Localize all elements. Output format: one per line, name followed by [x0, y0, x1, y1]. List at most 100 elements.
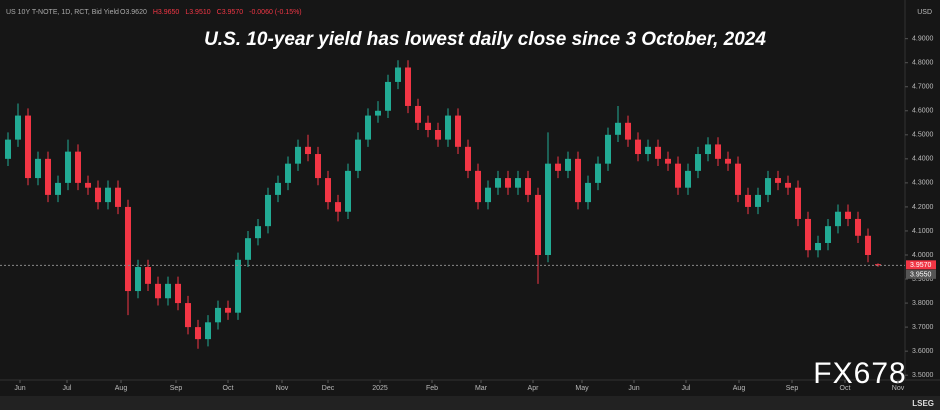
- watermark: FX678: [813, 357, 906, 390]
- legend-item: -0.0060 (-0.15%): [249, 9, 302, 16]
- y-tick-label: 4.8000: [912, 60, 934, 67]
- candle-body: [295, 146, 301, 164]
- x-tick-label: Jul: [63, 385, 72, 392]
- candle-body: [835, 211, 841, 227]
- x-tick-label: Apr: [528, 385, 540, 392]
- candle-body: [235, 259, 241, 313]
- candle-body: [845, 211, 851, 219]
- candle-body: [865, 235, 871, 255]
- instrument-label: US 10Y T-NOTE, 1D, RCT, Bid Yield: [6, 9, 119, 16]
- candle-body: [685, 170, 691, 188]
- candle-body: [645, 146, 651, 155]
- candle-body: [95, 187, 101, 203]
- candle-body: [665, 158, 671, 164]
- candle-body: [705, 144, 711, 155]
- candle-body: [815, 242, 821, 251]
- candle-body: [45, 158, 51, 195]
- candle-body: [75, 151, 81, 183]
- y-tick-label: 3.9000: [912, 276, 934, 283]
- candle-body: [225, 307, 231, 313]
- candle-body: [715, 144, 721, 159]
- candle-body: [335, 202, 341, 212]
- y-tick-label: 4.5000: [912, 132, 934, 139]
- candle-body: [255, 226, 261, 239]
- candle-body: [375, 110, 381, 116]
- candle-body: [215, 307, 221, 323]
- candle-body: [795, 187, 801, 219]
- candle-body: [405, 67, 411, 106]
- x-tick-label: Sep: [170, 385, 183, 392]
- candle-body: [365, 115, 371, 140]
- candle-body: [145, 267, 151, 284]
- candle-body: [535, 194, 541, 255]
- candle-body: [735, 163, 741, 195]
- y-tick-label: 4.7000: [912, 84, 934, 91]
- candle-body: [345, 170, 351, 212]
- candle-body: [175, 283, 181, 304]
- candle-body: [785, 182, 791, 188]
- candle-body: [185, 303, 191, 328]
- candle-body: [115, 187, 121, 207]
- x-tick-label: Feb: [426, 385, 438, 392]
- candle-body: [445, 115, 451, 140]
- candle-body: [625, 122, 631, 140]
- y-tick-label: 3.6000: [912, 348, 934, 355]
- candle-body: [595, 163, 601, 183]
- x-tick-label: Jun: [14, 385, 25, 392]
- x-tick-label: Oct: [223, 385, 234, 392]
- last-price-tag: [906, 260, 936, 270]
- y-tick-label: 4.3000: [912, 180, 934, 187]
- legend-item: O3.9620: [120, 9, 147, 16]
- candle-body: [605, 134, 611, 164]
- candle-body: [755, 194, 761, 207]
- candle-body: [425, 122, 431, 130]
- candle-body: [435, 130, 441, 140]
- bid-price-label: 3.9550: [910, 272, 932, 279]
- x-tick-label: Mar: [475, 385, 488, 392]
- candle-body: [265, 194, 271, 227]
- candle-body: [35, 158, 41, 179]
- candle-body: [275, 182, 281, 195]
- candle-body: [285, 163, 291, 183]
- chart-title: U.S. 10-year yield has lowest daily clos…: [204, 29, 766, 50]
- candle-body: [25, 115, 31, 179]
- footer-bar: [0, 396, 940, 410]
- candle-body: [15, 115, 21, 140]
- candle-body: [515, 178, 521, 188]
- candle-body: [125, 206, 131, 292]
- candle-body: [315, 154, 321, 179]
- y-tick-label: 3.5000: [912, 372, 934, 379]
- candle-body: [675, 163, 681, 188]
- candle-body: [655, 146, 661, 159]
- y-tick-label: 3.8000: [912, 300, 934, 307]
- candle-body: [725, 158, 731, 164]
- y-tick-label: 4.1000: [912, 228, 934, 235]
- candle-body: [155, 283, 161, 299]
- candle-body: [325, 178, 331, 203]
- x-tick-label: May: [575, 385, 589, 392]
- y-tick-label: 4.0000: [912, 252, 934, 259]
- candle-body: [555, 163, 561, 171]
- y-tick-label: 4.6000: [912, 108, 934, 115]
- legend-item: H3.9650: [153, 9, 180, 16]
- candle-body: [505, 178, 511, 188]
- candle-body: [85, 182, 91, 188]
- candle-body: [495, 178, 501, 188]
- candle-body: [395, 67, 401, 82]
- y-tick-label: 4.9000: [912, 35, 934, 42]
- candle-body: [65, 151, 71, 183]
- last-price-label: 3.9570: [910, 262, 932, 269]
- candle-body: [55, 182, 61, 195]
- candle-body: [475, 170, 481, 203]
- x-tick-label: Dec: [322, 385, 335, 392]
- x-tick-label: Aug: [115, 385, 128, 392]
- candle-body: [695, 154, 701, 171]
- source-label: LSEG: [912, 399, 934, 408]
- candle-body: [305, 146, 311, 155]
- candle-body: [855, 218, 861, 236]
- candle-body: [525, 178, 531, 195]
- candle-body: [165, 283, 171, 299]
- candle-body: [775, 178, 781, 183]
